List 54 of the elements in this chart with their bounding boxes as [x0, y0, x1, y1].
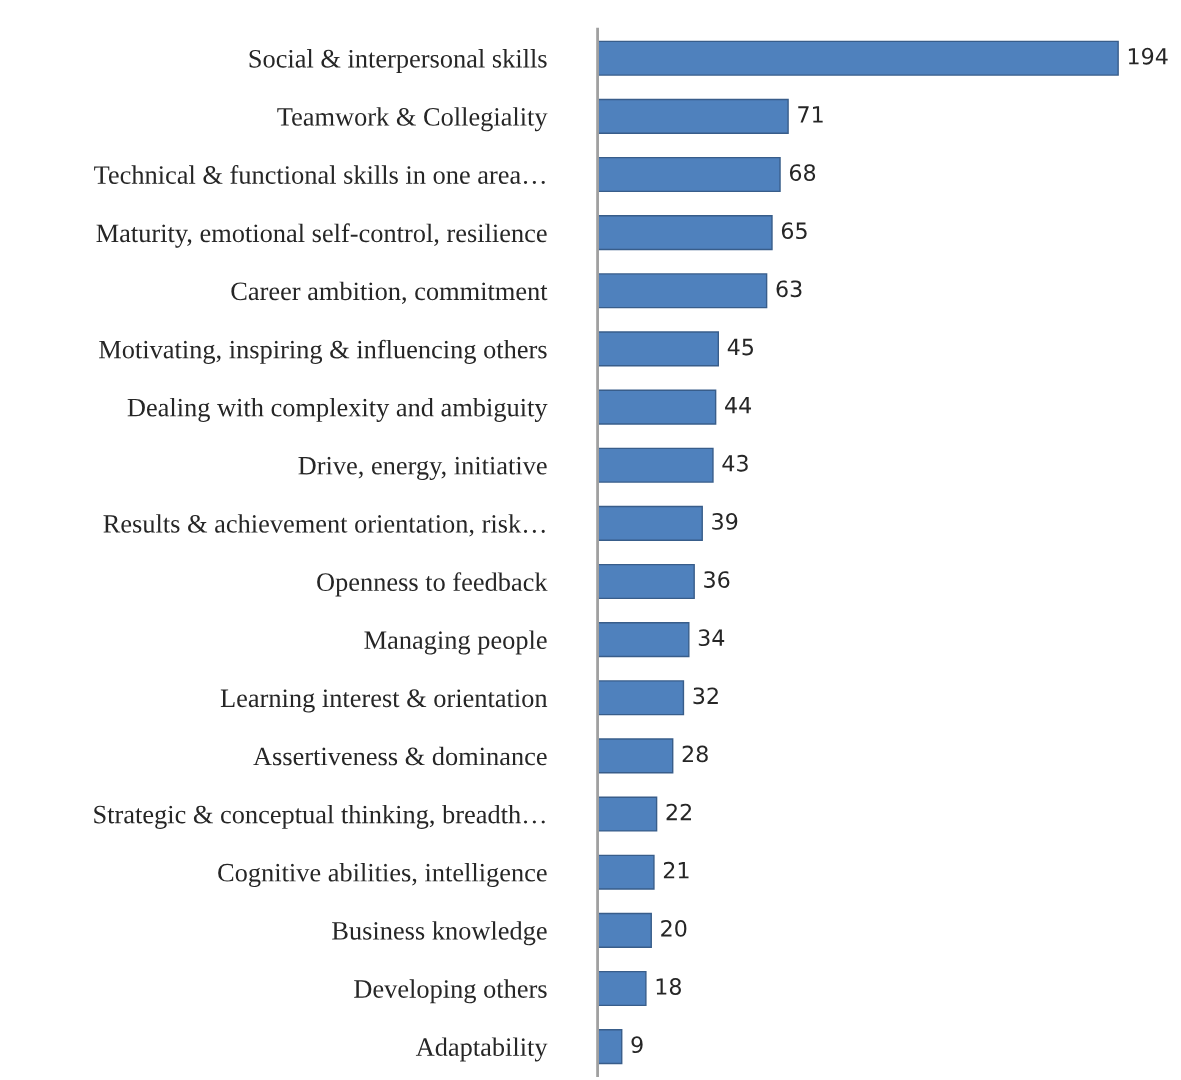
y-tick-label: Results & achievement orientation, risk…: [103, 514, 545, 537]
bar: [597, 796, 658, 832]
data-label: 21: [663, 861, 689, 879]
bar: [597, 912, 652, 948]
data-label: 18: [656, 978, 681, 995]
y-tick-label: Assertiveness & dominance: [253, 746, 547, 766]
data-label: 68: [789, 164, 816, 181]
bar: [597, 98, 789, 134]
bar: [597, 505, 703, 541]
y-tick-label: Developing others: [354, 979, 547, 1004]
y-tick-label: Openness to feedback: [317, 572, 548, 597]
bar: [597, 273, 768, 309]
data-label: 28: [682, 745, 708, 763]
y-tick-label: Technical & functional skills in one area…: [94, 165, 545, 185]
data-label: 194: [1128, 47, 1168, 65]
data-label: 45: [727, 338, 753, 356]
bar: [597, 40, 1119, 76]
bar: [597, 215, 773, 251]
bar: [597, 622, 690, 658]
data-label: 43: [722, 454, 748, 472]
y-tick-label: Maturity, emotional self-control, resilience: [96, 223, 547, 248]
y-tick-label: Cognitive abilities, intelligence: [218, 863, 547, 888]
y-tick-label: Strategic & conceptual thinking, breadth…: [94, 804, 545, 829]
y-tick-label: Career ambition, commitment: [231, 281, 548, 304]
bar: [597, 331, 720, 367]
data-label: 22: [666, 803, 691, 821]
bar: [597, 970, 647, 1007]
data-label: 32: [693, 687, 718, 705]
y-tick-label: Motivating, inspiring & influencing others: [99, 339, 547, 364]
data-label: 44: [725, 397, 752, 414]
bar: [597, 1029, 623, 1065]
data-label: 63: [776, 280, 802, 298]
data-label: 39: [712, 512, 738, 530]
y-tick-label: Social & interpersonal skills: [249, 49, 547, 74]
bar: [597, 680, 685, 716]
bar: [597, 854, 655, 890]
bar: [597, 563, 695, 600]
bar: [597, 447, 714, 483]
data-label: 36: [704, 571, 730, 588]
data-label: 20: [661, 919, 687, 937]
y-tick-label: Adaptability: [415, 1037, 548, 1062]
y-tick-label: Managing people: [364, 630, 547, 655]
y-tick-label: Learning interest & orientation: [220, 689, 548, 713]
y-tick-label: Teamwork & Collegiality: [277, 107, 548, 132]
bar: [597, 156, 781, 193]
bar: [597, 738, 674, 774]
data-label: 65: [781, 222, 807, 240]
bar: [597, 389, 717, 425]
y-tick-label: Drive, energy, initiative: [298, 456, 547, 481]
data-label: 9: [631, 1036, 643, 1054]
data-label: 71: [798, 106, 823, 123]
y-tick-label: Business knowledge: [332, 921, 547, 946]
data-label: 34: [698, 629, 725, 647]
y-tick-label: Dealing with complexity and ambiguity: [127, 397, 548, 422]
